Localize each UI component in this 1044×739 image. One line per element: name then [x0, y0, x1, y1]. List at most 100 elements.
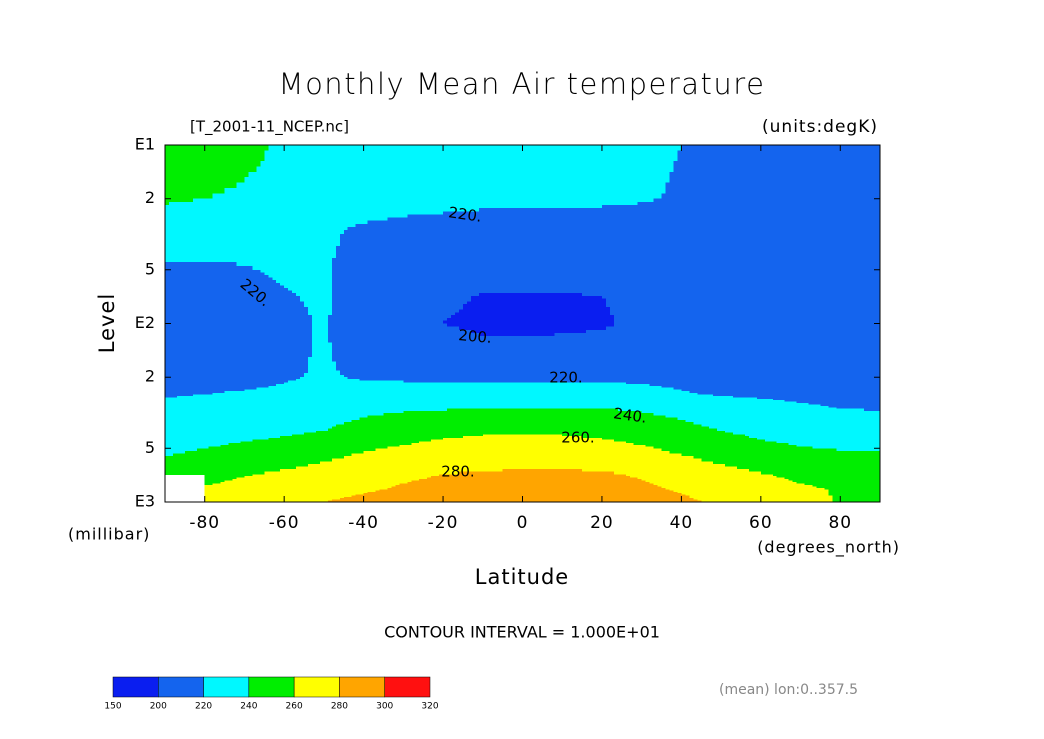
contour-cell: [482, 265, 524, 271]
contour-cell: [721, 351, 762, 356]
contour-cell: [268, 274, 285, 279]
contour-cell: [244, 274, 269, 279]
contour-cell: [443, 378, 484, 382]
contour-cell: [363, 205, 404, 209]
contour-cell: [721, 306, 762, 311]
contour-cell: [284, 403, 325, 406]
contour-cell: [601, 478, 643, 481]
contour-cell: [522, 490, 563, 493]
contour-cell: [840, 269, 881, 273]
contour-cell: [562, 223, 603, 228]
contour-cell: [443, 309, 460, 314]
contour-cell: [244, 491, 285, 494]
contour-cell: [522, 166, 563, 173]
contour-cell: [601, 348, 643, 353]
contour-cell: [601, 389, 643, 392]
contour-cell: [443, 368, 484, 372]
contour-cell: [244, 217, 285, 222]
contour-field: [165, 145, 881, 503]
contour-cell: [482, 426, 524, 430]
contour-cell: [165, 422, 206, 425]
contour-cell: [522, 345, 563, 350]
contour-cell: [840, 201, 881, 206]
contour-cell: [562, 458, 603, 462]
contour-cell: [641, 357, 682, 360]
contour-cell: [522, 403, 563, 406]
contour-cell: [562, 182, 603, 189]
contour-cell: [284, 293, 297, 297]
contour-cell: [760, 265, 802, 271]
contour-cell: [804, 483, 841, 486]
contour-cell: [165, 320, 206, 325]
contour-cell: [522, 269, 563, 273]
contour-cell: [323, 309, 333, 314]
contour-cell: [760, 285, 802, 289]
contour-cell: [363, 385, 404, 389]
contour-cell: [284, 410, 325, 414]
contour-cell: [562, 395, 603, 398]
contour-cell: [721, 448, 762, 452]
contour-cell: [403, 182, 444, 189]
contour-cell: [522, 422, 563, 425]
contour-cell: [641, 490, 675, 493]
contour-cell: [482, 484, 524, 487]
contour-cell: [800, 443, 841, 446]
contour-cell: [363, 282, 404, 287]
contour-cell: [721, 208, 762, 212]
contour-cell: [244, 320, 285, 325]
contour-cell: [641, 265, 682, 271]
contour-cell: [800, 484, 814, 487]
contour-cell: [840, 499, 881, 502]
contour-cell: [244, 351, 285, 356]
contour-cell: [681, 417, 722, 421]
contour-cell: [641, 198, 655, 203]
contour-cell: [760, 217, 802, 222]
contour-cell: [284, 469, 325, 473]
contour-cell: [760, 272, 802, 276]
contour-cell: [165, 323, 206, 328]
contour-cell: [323, 217, 365, 222]
contour-cell: [681, 483, 722, 486]
contour-cell: [681, 424, 702, 428]
contour-cell: [681, 187, 722, 194]
contour-cell: [681, 446, 722, 449]
contour-cell: [403, 171, 444, 178]
contour-cell: [840, 277, 881, 281]
contour-cell: [748, 436, 762, 439]
contour-cell: [443, 238, 484, 243]
contour-cell: [284, 234, 325, 239]
contour-cell: [601, 265, 643, 271]
contour-cell: [284, 211, 325, 216]
contour-cell: [840, 182, 881, 189]
contour-cell: [331, 288, 365, 292]
contour-cell: [601, 407, 643, 410]
contour-cell: [204, 201, 246, 206]
contour-cell: [522, 405, 563, 408]
contour-cell: [443, 403, 484, 406]
contour-cell: [721, 309, 762, 314]
contour-cell: [347, 377, 365, 380]
contour-cell: [304, 375, 325, 378]
contour-cell: [613, 439, 643, 442]
contour-cell: [331, 274, 365, 279]
contour-cell: [403, 177, 444, 184]
contour-cell: [284, 368, 309, 372]
contour-cell: [721, 382, 762, 385]
contour-cell: [284, 342, 313, 347]
contour-cell: [689, 495, 722, 498]
contour-cell: [331, 280, 365, 284]
contour-cell: [363, 426, 404, 430]
contour-cell: [363, 329, 404, 334]
contour-cell: [800, 372, 841, 376]
x-tick-label: -60: [269, 513, 300, 533]
contour-cell: [204, 171, 246, 178]
contour-cell: [443, 474, 484, 477]
contour-cell: [522, 277, 563, 281]
contour-cell: [601, 430, 643, 434]
contour-cell: [669, 177, 682, 184]
contour-cell: [482, 339, 524, 343]
contour-cell: [284, 444, 325, 448]
contour-cell: [721, 238, 762, 243]
contour-cell: [840, 463, 881, 468]
contour-cell: [522, 198, 563, 203]
